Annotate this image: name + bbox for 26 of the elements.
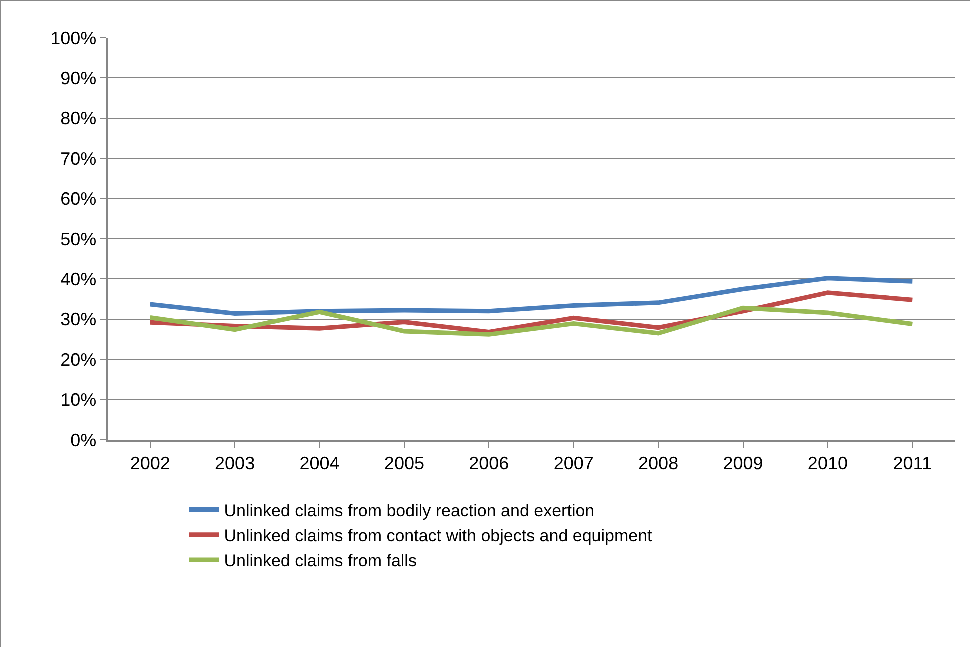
y-tick-label: 100% — [50, 28, 97, 48]
x-tick-label: 2007 — [554, 453, 594, 474]
y-tick-label: 40% — [60, 270, 97, 290]
x-tick-label: 2008 — [638, 453, 679, 474]
legend-label: Unlinked claims from bodily reaction and exertion — [224, 501, 595, 520]
y-tick-label: 80% — [60, 108, 97, 129]
y-tick-label: 30% — [60, 310, 97, 330]
y-tick-label: 0% — [70, 430, 97, 450]
line-series — [148, 306, 915, 337]
y-tick-label: 90% — [60, 68, 97, 88]
y-tick-label: 60% — [60, 189, 97, 210]
y-tick-label: 50% — [60, 229, 97, 250]
line-series — [148, 276, 915, 316]
y-tick-label: 70% — [60, 148, 97, 169]
legend-label: Unlinked claims from falls — [224, 552, 417, 571]
x-tick-label: 2003 — [215, 453, 256, 474]
x-tick-label: 2010 — [808, 453, 848, 474]
legend-label: Unlinked claims from contact with objects and equipment — [224, 526, 653, 546]
x-tick-label: 2011 — [893, 453, 932, 474]
x-tick-label: 2002 — [130, 453, 170, 474]
x-tick-label: 2004 — [300, 453, 340, 474]
x-tick-label: 2005 — [384, 453, 424, 474]
x-tick-label: 2009 — [723, 453, 764, 474]
y-tick-label: 10% — [60, 390, 97, 410]
x-tick-label: 2006 — [469, 453, 510, 474]
y-tick-label: 20% — [60, 350, 97, 370]
